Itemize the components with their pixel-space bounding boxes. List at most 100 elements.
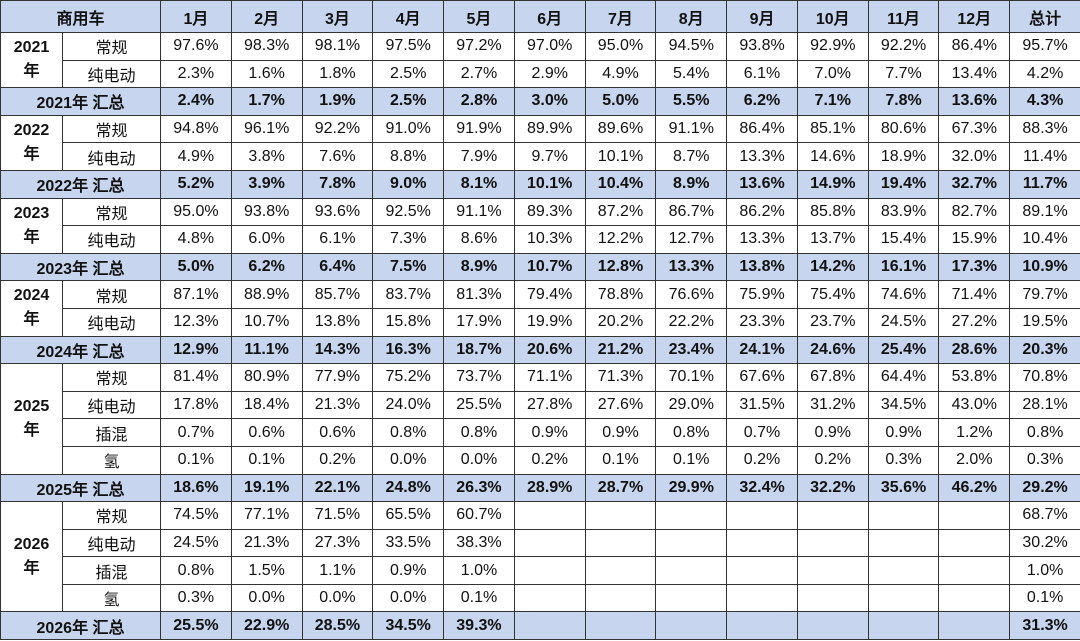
value-cell: 93.8%: [726, 32, 798, 61]
value-cell: 1.9%: [301, 87, 374, 116]
value-cell: 6.2%: [230, 252, 303, 282]
value-cell: 2.3%: [160, 59, 232, 89]
value-cell: 4.9%: [584, 59, 657, 89]
value-cell: 2.0%: [938, 445, 1011, 475]
value-cell: 25.4%: [867, 335, 940, 365]
value-cell: 6.1%: [726, 59, 798, 89]
data-row: 2024 年 常规 87.1% 88.9% 85.7% 83.7% 81.3% 79.4% 78.…: [0, 280, 1080, 337]
value-cell: 79.4%: [513, 280, 586, 309]
type-cell: 常规: [61, 363, 162, 392]
value-cell: 86.2%: [726, 197, 798, 227]
month-header: 7月: [584, 0, 657, 33]
summary-row: 2026年 汇总 25.5% 22.9% 28.5% 34.5% 39.3% 31.3%: [0, 611, 1080, 641]
value-cell: 18.6%: [160, 473, 232, 503]
summary-label: 2023年 汇总: [0, 252, 162, 282]
year-cell: 2026 年: [0, 501, 63, 613]
value-cell: 1.5%: [230, 556, 303, 585]
value-cell: 0.9%: [584, 418, 657, 447]
value-cell: 89.3%: [513, 197, 586, 227]
value-cell: 28.9%: [513, 473, 586, 503]
data-row: 2022 年 常规 94.8% 96.1% 92.2% 91.0% 91.9% 89.9% 89.…: [0, 114, 1080, 171]
value-cell: 21.3%: [230, 528, 303, 558]
value-cell: 0.0%: [372, 445, 445, 475]
value-cell: 0.1%: [230, 445, 303, 475]
value-cell: 8.6%: [443, 225, 515, 254]
value-cell: 87.2%: [584, 197, 657, 227]
value-cell: 28.6%: [938, 335, 1011, 365]
value-cell: 15.4%: [867, 225, 940, 254]
empty-cell: [938, 528, 1011, 558]
value-cell: 11.4%: [1009, 142, 1080, 171]
value-cell: 16.3%: [372, 335, 445, 365]
value-cell: 27.2%: [938, 307, 1011, 337]
type-cell: 纯电动: [61, 307, 162, 337]
empty-cell: [655, 583, 728, 613]
value-cell: 0.9%: [796, 418, 869, 447]
summary-row: 2025年 汇总 18.6% 19.1% 22.1% 24.8% 26.3% 28.9% 28…: [0, 473, 1080, 503]
value-cell: 19.1%: [230, 473, 303, 503]
value-cell: 46.2%: [938, 473, 1011, 503]
value-cell: 88.3%: [1009, 114, 1080, 144]
value-cell: 94.8%: [160, 114, 232, 144]
value-cell: 4.9%: [160, 142, 232, 171]
month-header: 12月: [938, 0, 1011, 33]
value-cell: 10.4%: [584, 169, 657, 199]
value-cell: 77.1%: [230, 501, 303, 530]
value-cell: 95.0%: [584, 32, 657, 61]
value-cell: 7.7%: [867, 59, 940, 89]
value-cell: 5.5%: [655, 87, 728, 116]
value-cell: 14.3%: [301, 335, 374, 365]
data-row: 纯电动 4.9% 3.8% 7.6% 8.8% 7.9% 9.7% 10.1% 8.7% 13.3…: [1, 142, 1080, 171]
value-cell: 18.7%: [443, 335, 515, 365]
empty-cell: [867, 528, 940, 558]
value-cell: 25.5%: [443, 390, 515, 420]
value-cell: 0.8%: [372, 418, 445, 447]
value-cell: 7.0%: [796, 59, 869, 89]
value-cell: 71.5%: [301, 501, 374, 530]
value-cell: 3.0%: [513, 87, 586, 116]
value-cell: 4.2%: [1009, 59, 1080, 89]
year-line: 年: [23, 421, 40, 439]
value-cell: 43.0%: [938, 390, 1011, 420]
data-row: 2026 年 常规 74.5% 77.1% 71.5% 65.5% 60.7% 68.7%: [0, 501, 1080, 613]
type-cell: 常规: [61, 114, 162, 144]
value-cell: 32.0%: [938, 142, 1011, 171]
value-cell: 2.8%: [443, 87, 515, 116]
year-line: 2025: [13, 397, 50, 415]
value-cell: 24.5%: [160, 528, 232, 558]
value-cell: 13.6%: [938, 87, 1011, 116]
value-cell: 2.5%: [372, 59, 445, 89]
value-cell: 23.7%: [796, 307, 869, 337]
value-cell: 0.1%: [655, 445, 728, 475]
data-row: 插混 0.7% 0.6% 0.6% 0.8% 0.8% 0.9% 0.9% 0.8% 0.7% 0.…: [1, 418, 1080, 447]
value-cell: 0.8%: [443, 418, 515, 447]
value-cell: 70.1%: [655, 363, 728, 392]
value-cell: 29.9%: [655, 473, 728, 503]
value-cell: 13.4%: [938, 59, 1011, 89]
empty-cell: [726, 583, 798, 613]
value-cell: 0.7%: [726, 418, 798, 447]
value-cell: 0.3%: [160, 583, 232, 613]
value-cell: 97.2%: [443, 32, 515, 61]
data-row: 纯电动 17.8% 18.4% 21.3% 24.0% 25.5% 27.8% 27.6% 29…: [1, 390, 1080, 420]
value-cell: 67.8%: [796, 363, 869, 392]
empty-cell: [584, 556, 657, 585]
data-row: 纯电动 12.3% 10.7% 13.8% 15.8% 17.9% 19.9% 20.2% 22…: [1, 307, 1080, 337]
value-cell: 7.5%: [372, 252, 445, 282]
value-cell: 0.1%: [1009, 583, 1080, 613]
data-row: 纯电动 4.8% 6.0% 6.1% 7.3% 8.6% 10.3% 12.2% 12.7% 13…: [1, 225, 1080, 254]
value-cell: 27.8%: [513, 390, 586, 420]
value-cell: 28.5%: [301, 611, 374, 641]
month-header: 8月: [655, 0, 728, 33]
value-cell: 19.9%: [513, 307, 586, 337]
value-cell: 85.7%: [301, 280, 374, 309]
value-cell: 15.9%: [938, 225, 1011, 254]
value-cell: 24.0%: [372, 390, 445, 420]
value-cell: 1.0%: [1009, 556, 1080, 585]
value-cell: 7.8%: [867, 87, 940, 116]
type-cell: 纯电动: [61, 59, 162, 89]
value-cell: 92.9%: [796, 32, 869, 61]
value-cell: 93.8%: [230, 197, 303, 227]
empty-cell: [726, 528, 798, 558]
